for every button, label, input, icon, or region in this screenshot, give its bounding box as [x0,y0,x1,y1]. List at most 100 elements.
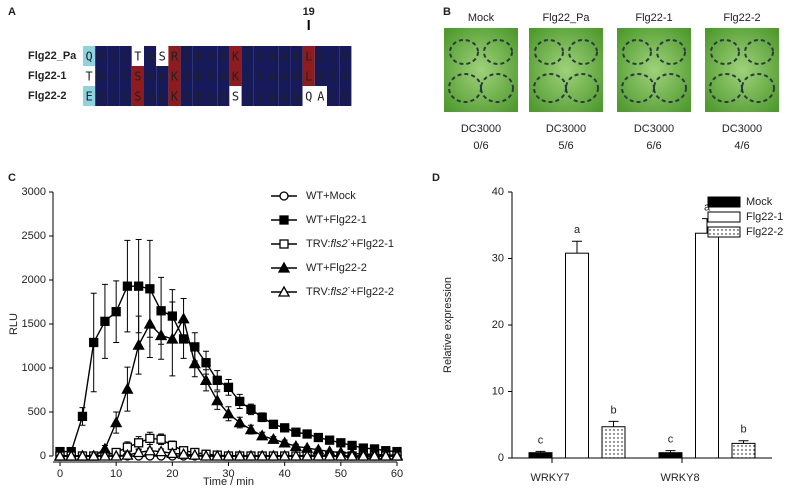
infiltration-spot [656,39,686,65]
residue: D [244,70,251,84]
residue: L [305,70,312,84]
data-point [222,407,235,419]
residue: G [146,50,153,64]
residue-cell [168,46,181,66]
residue-cell [95,86,108,106]
y-tick-label: 3000 [22,186,46,198]
data-point [357,449,370,461]
x-tick-label: 0 [57,468,63,480]
data-point [233,449,246,461]
data-point [211,449,224,461]
residue: I [329,70,336,84]
residue: Q [85,50,92,64]
sequence-name: Flg22-1 [28,70,67,82]
legend-marker [279,239,289,249]
data-point [256,429,269,441]
residue: I [183,70,190,84]
residue: A [220,50,228,64]
data-point [289,449,303,461]
data-point [188,448,201,460]
infiltration-spot [483,39,513,65]
residue: I [183,90,190,104]
sequence-name: Flg22-2 [28,90,67,102]
data-point [177,312,190,324]
residue: R [171,50,179,64]
residue: A [281,90,289,104]
residue-cell [314,66,327,86]
data-point [143,444,156,456]
residue: K [232,70,240,84]
data-point [87,449,100,461]
data-point [166,332,179,344]
residue-cell [253,66,266,86]
infiltration-spot [533,73,567,103]
residue-cell [302,86,315,106]
ratio: 4/6 [734,140,749,152]
residue: I [329,90,336,104]
data-point [244,449,258,461]
data-point [121,448,134,460]
residue: Q [317,50,324,64]
residue-cell [119,86,132,106]
residue: T [134,50,141,64]
residue-cell [302,46,315,66]
x-tick-label: 50 [335,468,347,480]
data-point [143,317,156,329]
y-tick-label: 1000 [22,362,46,374]
infiltration-spot [653,73,687,103]
residue-cell [290,66,303,86]
legend-marker [277,261,291,273]
data-point [76,449,89,461]
residue-cell [205,46,218,66]
y-tick-label: 30 [492,252,504,264]
sequence-name: Flg22_Pa [28,50,77,62]
x-tick-label: 60 [391,468,403,480]
leaf-image [617,28,691,112]
y-tick-label: 2000 [22,274,46,286]
infiltration-spot [449,39,479,65]
legend-label-part: TRV: [306,286,330,298]
data-point [278,436,291,448]
sample-title: Flg22-1 [635,12,672,24]
legend-label: TRV:fls2-+Flg22-1 [306,235,394,250]
legend-label: WT+Flg22-2 [306,262,367,274]
ratio: 5/6 [558,140,573,152]
legend-label: WT+Mock [306,190,356,202]
legend-label: Flg22-1 [746,211,783,223]
residue-cell [168,66,181,86]
residue: S [232,90,239,104]
residue-cell [278,46,291,66]
data-point [53,449,67,461]
y-tick-label: 2500 [22,230,46,242]
data-point [100,316,110,327]
y-tick-label: 0 [498,452,504,464]
data-point [122,281,133,291]
residue-cell [192,86,205,106]
residue: L [159,70,166,84]
residue-cell [180,46,193,66]
data-point [89,337,99,348]
residue: G [146,70,153,84]
data-point [267,449,280,461]
panel-label: C [8,172,16,184]
y-axis-label: Relative expression [442,277,454,373]
residue: S [122,70,129,84]
residue-cell [205,86,218,106]
residue-cell [290,86,303,106]
data-point [257,412,267,422]
legend-label-part: +Flg22-2 [350,286,394,298]
residue-cell [266,46,279,66]
leaf-image [529,28,603,112]
data-point [268,419,279,429]
data-point [145,433,155,444]
residue-cell [339,86,352,106]
panel-label: B [443,6,451,18]
residue-cell [83,86,96,106]
data-point [201,358,211,368]
residue: R [98,90,106,104]
residue: L [110,90,117,104]
error-bar [665,450,676,453]
residue: S [122,90,129,104]
residue-cell [266,66,279,86]
strain: DC3000 [546,123,586,135]
